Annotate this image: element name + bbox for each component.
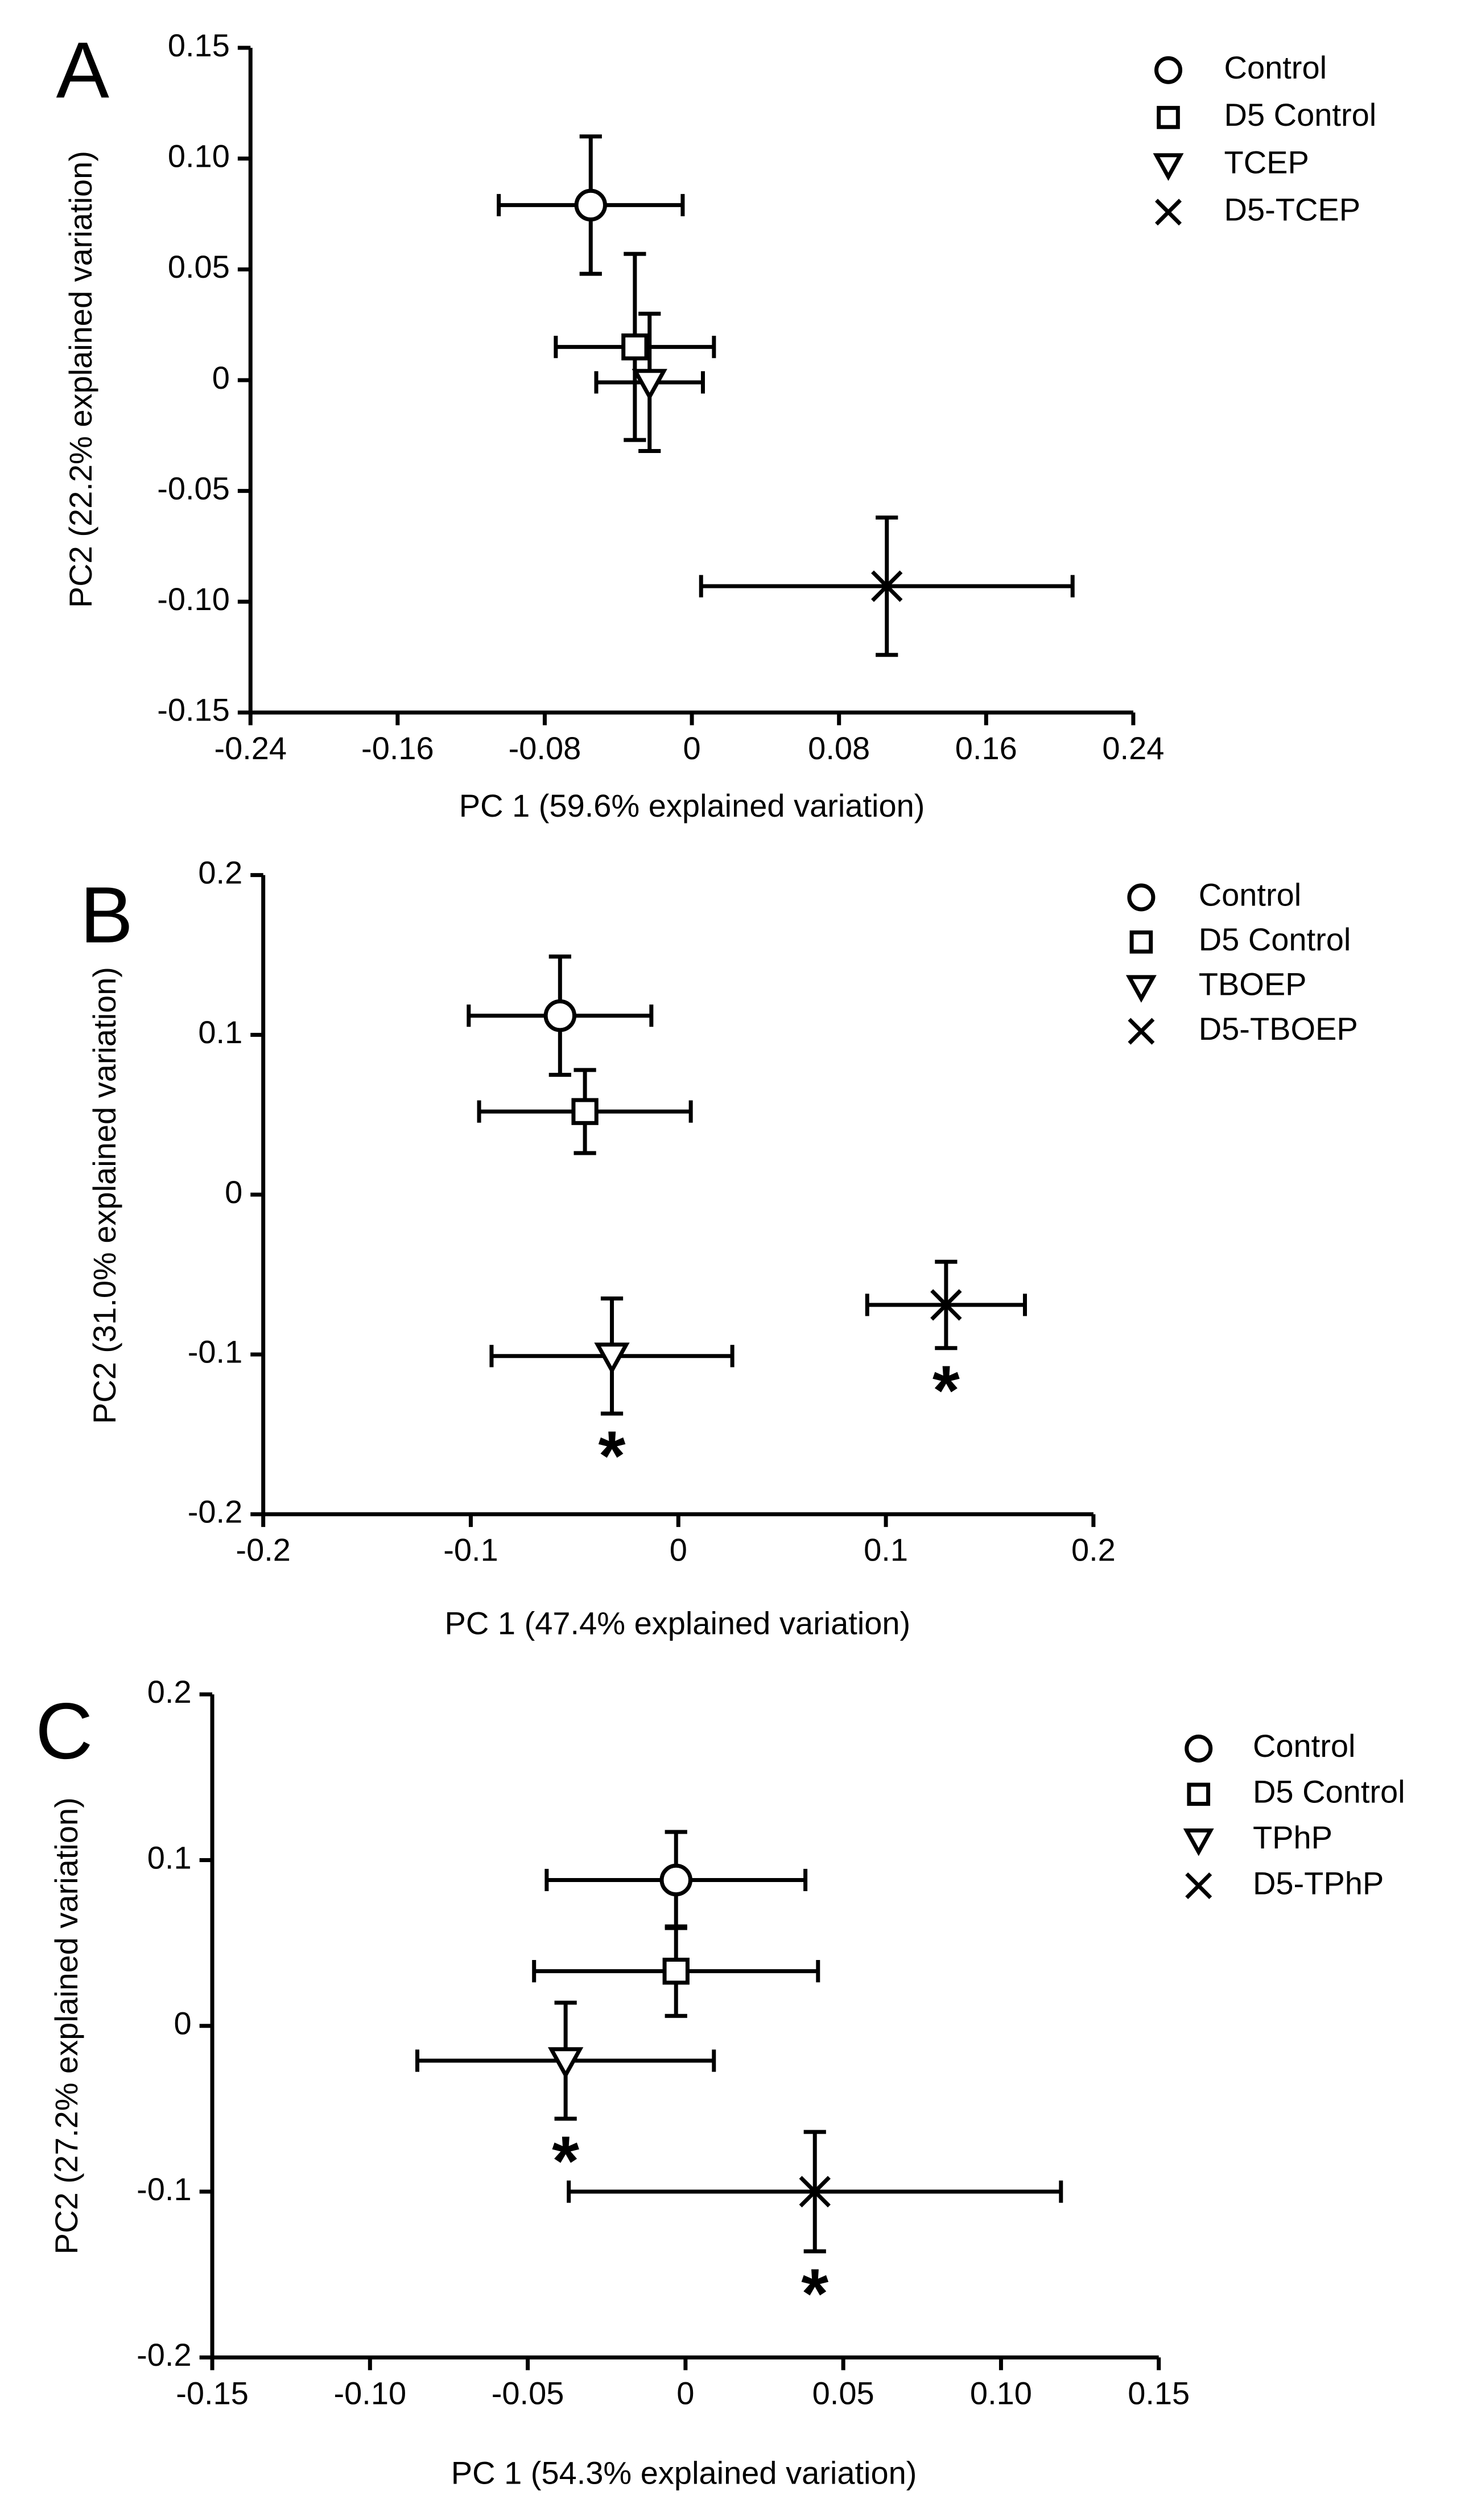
legend-marker — [1125, 975, 1157, 1003]
legend-label: D5-TCEP — [1224, 192, 1361, 228]
annotation: * — [933, 1351, 960, 1430]
marker — [871, 570, 903, 602]
y-axis-label: PC2 (31.0% explained variation) — [86, 967, 122, 1424]
x-tick-label: -0.10 — [334, 2375, 407, 2411]
marker — [799, 2176, 831, 2208]
x-tick-label: 0.15 — [1128, 2375, 1190, 2411]
marker — [547, 2047, 584, 2080]
x-tick-label: 0.08 — [808, 730, 870, 766]
y-tick-label: 0.2 — [198, 854, 242, 890]
y-tick-label: 0 — [225, 1174, 242, 1210]
x-axis-label: PC 1 (54.3% explained variation) — [451, 2455, 917, 2490]
x-tick-label: 0.24 — [1102, 730, 1164, 766]
x-axis-label: PC 1 (47.4% explained variation) — [445, 1605, 911, 1641]
x-tick-label: 0 — [670, 1532, 687, 1568]
marker — [662, 1957, 690, 1985]
legend-marker — [1127, 883, 1156, 912]
y-tick-label: -0.05 — [157, 470, 230, 506]
x-tick-label: 0.1 — [864, 1532, 908, 1568]
y-tick-label: -0.2 — [137, 2337, 191, 2373]
legend-marker — [1183, 1828, 1214, 1856]
legend-label: TCEP — [1224, 144, 1309, 180]
y-tick-label: 0.15 — [168, 27, 230, 63]
x-tick-label: 0.10 — [970, 2375, 1032, 2411]
legend-marker — [1154, 56, 1183, 84]
y-tick-label: -0.15 — [157, 692, 230, 728]
x-tick-label: -0.08 — [509, 730, 581, 766]
legend-label: TBOEP — [1199, 966, 1307, 1002]
legend-marker — [1129, 930, 1153, 954]
legend-label: D5 Control — [1253, 1774, 1405, 1810]
marker — [594, 1343, 630, 1375]
y-tick-label: 0 — [212, 360, 230, 396]
x-tick-label: 0 — [683, 730, 701, 766]
x-tick-label: -0.15 — [176, 2375, 249, 2411]
y-tick-label: 0.2 — [147, 1674, 192, 1710]
x-tick-label: 0.05 — [812, 2375, 874, 2411]
legend-marker — [1185, 1734, 1213, 1763]
legend-marker — [1155, 199, 1182, 226]
legend-label: Control — [1253, 1728, 1356, 1764]
marker — [543, 999, 577, 1032]
annotation: * — [801, 2254, 828, 2333]
x-tick-label: 0.2 — [1071, 1532, 1116, 1568]
legend-label: D5 Control — [1224, 97, 1377, 133]
legend-marker — [1157, 106, 1180, 129]
legend-marker — [1187, 1782, 1211, 1806]
legend-label: D5-TPhP — [1253, 1865, 1384, 1901]
legend-marker — [1128, 1018, 1155, 1045]
legend-label: D5 Control — [1199, 921, 1351, 957]
x-tick-label: -0.16 — [361, 730, 434, 766]
legend-label: Control — [1224, 50, 1327, 85]
x-tick-label: 0.16 — [955, 730, 1017, 766]
legend-marker — [1185, 1872, 1212, 1900]
y-axis-label: PC2 (27.2% explained variation) — [48, 1797, 84, 2254]
legend-label: Control — [1199, 877, 1302, 913]
legend-label: D5-TBOEP — [1199, 1011, 1358, 1047]
legend-label: TPhP — [1253, 1819, 1332, 1855]
x-tick-label: -0.2 — [236, 1532, 290, 1568]
marker — [621, 333, 649, 361]
marker — [574, 188, 607, 222]
x-tick-label: -0.05 — [492, 2375, 564, 2411]
y-tick-label: -0.1 — [188, 1334, 243, 1370]
x-tick-label: 0 — [676, 2375, 694, 2411]
x-tick-label: -0.1 — [443, 1532, 498, 1568]
x-tick-label: -0.24 — [214, 730, 287, 766]
marker — [930, 1289, 962, 1321]
y-tick-label: -0.1 — [137, 2171, 191, 2207]
annotation: * — [552, 2122, 579, 2200]
y-tick-label: 0.1 — [198, 1014, 242, 1050]
panel-label: B — [80, 870, 133, 960]
y-tick-label: 0.05 — [168, 249, 230, 285]
annotation: * — [599, 1417, 626, 1495]
y-tick-label: 0.1 — [147, 1839, 192, 1875]
y-axis-label: PC2 (22.2% explained variation) — [63, 151, 98, 608]
y-tick-label: -0.10 — [157, 581, 230, 617]
x-axis-label: PC 1 (59.6% explained variation) — [459, 788, 925, 823]
y-tick-label: 0.10 — [168, 138, 230, 174]
marker — [571, 1098, 599, 1125]
panel-label: C — [35, 1686, 93, 1776]
legend-marker — [1153, 153, 1184, 181]
panel-label: A — [56, 25, 110, 114]
marker — [632, 369, 667, 401]
marker — [659, 1863, 692, 1897]
y-tick-label: -0.2 — [188, 1494, 243, 1530]
y-tick-label: 0 — [174, 2006, 191, 2041]
